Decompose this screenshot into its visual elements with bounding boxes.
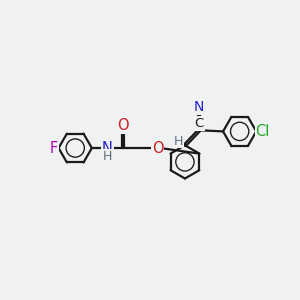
Text: C: C xyxy=(195,117,204,130)
Text: N: N xyxy=(102,140,113,155)
Text: H: H xyxy=(103,150,112,163)
Text: N: N xyxy=(194,100,204,114)
Text: H: H xyxy=(174,135,183,148)
Text: Cl: Cl xyxy=(256,124,270,139)
Text: O: O xyxy=(152,140,163,155)
Text: F: F xyxy=(50,140,58,155)
Text: O: O xyxy=(117,118,129,133)
